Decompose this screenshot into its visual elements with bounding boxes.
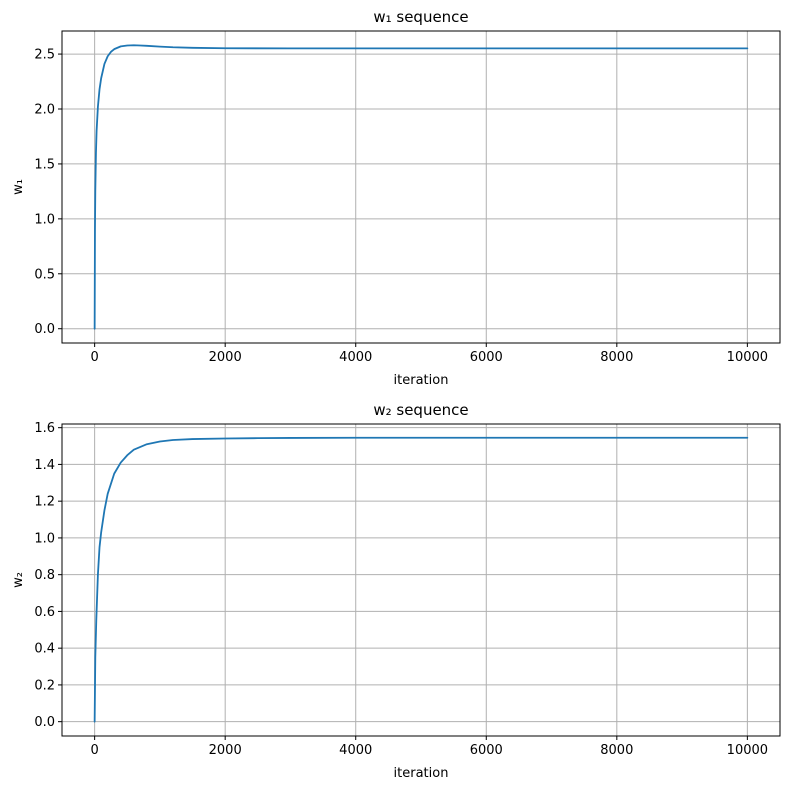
w1-chart-title: w₁ sequence [373, 8, 468, 26]
w2-x-axis-label: iteration [394, 766, 449, 781]
w1-x-tick-label: 2000 [209, 350, 242, 365]
w2-y-tick-label: 1.4 [34, 458, 55, 473]
w2-x-tick-label: 8000 [600, 743, 633, 758]
w1-y-tick-label: 2.0 [34, 103, 55, 118]
w2-y-tick-label: 0.2 [34, 678, 55, 693]
w2-x-tick-label: 6000 [470, 743, 503, 758]
w2-grid [62, 424, 780, 736]
w2-chart-panel: 0 2000 4000 6000 8000 10000 0.0 0.2 0.4 0.6 0.8 1.0… [11, 401, 781, 781]
w2-y-axis-label: w₂ [11, 572, 26, 588]
w2-y-tick-label: 0.0 [34, 715, 55, 730]
w2-x-tick-label: 0 [90, 743, 98, 758]
w2-y-tick-label: 1.2 [34, 495, 55, 510]
w2-y-tick-label: 0.4 [34, 642, 55, 657]
w1-x-tick-label: 6000 [470, 350, 503, 365]
w1-x-tick-label: 0 [90, 350, 98, 365]
w2-x-tick-label: 4000 [339, 743, 372, 758]
w2-x-tick-label: 10000 [727, 743, 768, 758]
w1-y-tick-label: 1.0 [34, 212, 55, 227]
w1-x-tick-label: 8000 [600, 350, 633, 365]
w2-x-tick-label: 2000 [209, 743, 242, 758]
w1-x-tick-label: 10000 [727, 350, 768, 365]
w1-axes-frame [61, 30, 781, 344]
w1-series-line [93, 44, 749, 330]
w1-x-axis-label: iteration [394, 373, 449, 388]
w1-y-tick-label: 1.5 [34, 157, 55, 172]
w1-y-axis-label: w₁ [11, 179, 26, 195]
w1-y-tick-label: 0.0 [34, 322, 55, 337]
w2-y-tick-label: 0.6 [34, 605, 55, 620]
w1-y-tick-label: 0.5 [34, 267, 55, 282]
w2-axes-frame [61, 423, 781, 737]
w2-y-tick-label: 1.6 [34, 421, 55, 436]
w1-y-tick-label: 2.5 [34, 48, 55, 63]
w2-y-tick-label: 0.8 [34, 568, 55, 583]
w1-x-tick-label: 4000 [339, 350, 372, 365]
w2-series-line [93, 436, 749, 723]
w1-chart-panel: 0 2000 4000 6000 8000 10000 0.0 0.5 1.0 1.5 2.0 2.5… [11, 8, 781, 388]
w2-y-tick-label: 1.0 [34, 531, 55, 546]
w2-chart-title: w₂ sequence [373, 401, 468, 419]
w1-grid [62, 31, 780, 343]
